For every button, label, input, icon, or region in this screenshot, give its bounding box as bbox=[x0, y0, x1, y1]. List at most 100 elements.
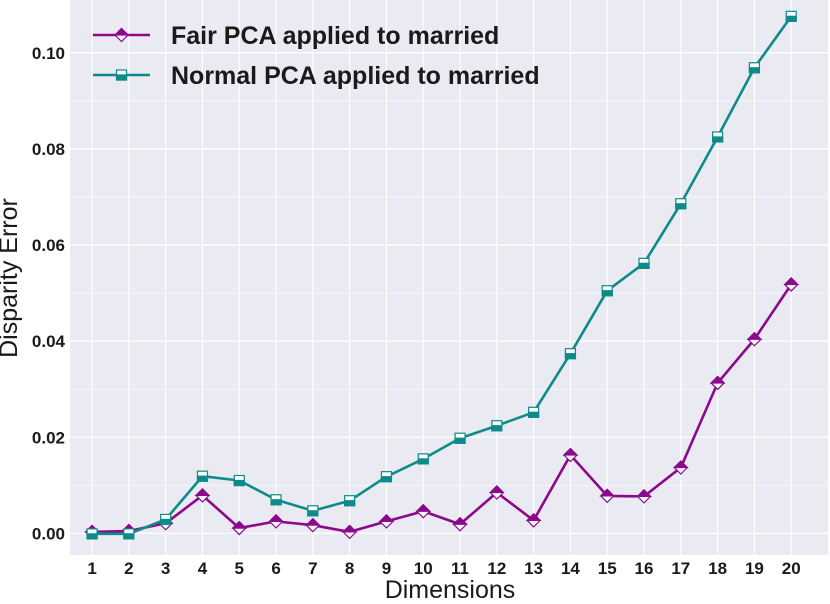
marker-fill bbox=[601, 290, 613, 297]
data-point bbox=[672, 460, 689, 475]
marker-fill bbox=[562, 447, 579, 456]
grid-lines bbox=[70, 0, 828, 555]
x-tick-label: 2 bbox=[124, 559, 133, 578]
series-layer bbox=[84, 10, 800, 540]
marker-fill bbox=[712, 136, 724, 143]
data-point bbox=[344, 495, 356, 507]
marker-fill bbox=[415, 503, 432, 512]
data-point bbox=[194, 488, 211, 503]
marker-fill bbox=[528, 411, 540, 418]
data-point bbox=[231, 520, 248, 536]
marker-fill bbox=[638, 262, 650, 269]
data-point bbox=[452, 516, 468, 532]
legend-label: Fair PCA applied to married bbox=[171, 22, 499, 50]
x-tick-label: 7 bbox=[308, 559, 317, 578]
marker-fill bbox=[123, 533, 135, 540]
y-tick-label: 0.08 bbox=[32, 140, 65, 159]
x-tick-label: 17 bbox=[671, 559, 690, 578]
y-tick-label: 0.00 bbox=[32, 524, 65, 543]
marker-fill bbox=[672, 460, 689, 469]
data-point bbox=[528, 406, 540, 418]
y-tick-label: 0.02 bbox=[32, 428, 65, 447]
data-point bbox=[380, 471, 393, 483]
plot-background bbox=[70, 0, 828, 555]
y-tick-label: 0.04 bbox=[32, 332, 66, 351]
x-tick-label: 16 bbox=[635, 559, 654, 578]
marker-fill bbox=[270, 499, 282, 506]
marker-fill bbox=[675, 203, 687, 210]
data-point bbox=[417, 453, 429, 465]
data-point bbox=[270, 494, 282, 506]
x-tick-label: 5 bbox=[235, 559, 244, 578]
marker-fill bbox=[160, 518, 172, 526]
marker-fill bbox=[417, 458, 429, 465]
marker-fill bbox=[748, 67, 761, 74]
x-tick-label: 4 bbox=[198, 559, 208, 578]
data-point bbox=[562, 447, 579, 463]
data-point bbox=[709, 375, 726, 391]
data-point bbox=[454, 432, 466, 444]
data-point bbox=[525, 513, 542, 528]
data-point bbox=[491, 420, 503, 432]
marker-fill bbox=[233, 479, 245, 487]
data-point bbox=[785, 10, 797, 22]
data-point bbox=[307, 505, 319, 517]
marker-fill bbox=[113, 27, 130, 36]
marker-fill bbox=[344, 500, 356, 507]
x-tick-label: 13 bbox=[524, 559, 543, 578]
x-tick-label: 19 bbox=[745, 559, 764, 578]
marker-fill bbox=[746, 331, 763, 340]
data-point bbox=[196, 470, 209, 482]
series-line bbox=[92, 15, 793, 536]
marker-fill bbox=[268, 514, 285, 522]
marker-fill bbox=[380, 476, 393, 483]
data-point bbox=[636, 489, 652, 504]
legend-marker bbox=[113, 27, 130, 43]
data-point bbox=[123, 528, 135, 540]
marker-fill bbox=[194, 488, 211, 497]
data-point bbox=[488, 485, 505, 500]
marker-fill bbox=[783, 277, 800, 286]
marker-fill bbox=[115, 74, 128, 81]
data-point bbox=[675, 198, 687, 210]
marker-fill bbox=[709, 375, 726, 384]
data-point bbox=[415, 503, 432, 519]
y-axis-label: Disparity Error bbox=[0, 198, 23, 358]
marker-fill bbox=[785, 15, 797, 22]
x-tick-labels: 1 2 3 4 5 6 7 8 9 10 11 12 13 14 15 16 17 18 19 20 bbox=[87, 559, 800, 578]
marker-fill bbox=[452, 516, 468, 525]
data-point bbox=[599, 488, 616, 504]
y-tick-labels: 0.00 0.02 0.04 0.06 0.08 0.10 bbox=[32, 44, 66, 544]
x-tick-label: 18 bbox=[708, 559, 727, 578]
marker-fill bbox=[341, 524, 358, 533]
marker-fill bbox=[307, 510, 319, 517]
x-tick-label: 3 bbox=[161, 559, 170, 578]
x-tick-label: 1 bbox=[87, 559, 96, 578]
x-tick-label: 10 bbox=[414, 559, 433, 578]
x-tick-label: 8 bbox=[345, 559, 354, 578]
data-point bbox=[86, 528, 98, 540]
data-point bbox=[564, 348, 577, 360]
x-tick-label: 12 bbox=[487, 559, 506, 578]
data-point bbox=[233, 474, 245, 487]
data-point bbox=[268, 514, 285, 529]
data-point bbox=[746, 331, 763, 347]
marker-fill bbox=[454, 437, 466, 444]
legend-marker bbox=[115, 69, 128, 81]
marker-fill bbox=[599, 488, 616, 497]
x-tick-label: 11 bbox=[451, 559, 469, 578]
marker-fill bbox=[378, 514, 395, 522]
data-point bbox=[638, 257, 650, 269]
marker-fill bbox=[196, 475, 209, 482]
data-point bbox=[712, 131, 724, 143]
legend: Fair PCA applied to married Normal PCA ap… bbox=[93, 22, 540, 90]
legend-label: Normal PCA applied to married bbox=[171, 62, 540, 90]
series-2 bbox=[86, 10, 797, 540]
series-line bbox=[92, 283, 793, 534]
marker-fill bbox=[488, 485, 505, 494]
marker-fill bbox=[86, 533, 98, 540]
data-point bbox=[160, 513, 172, 526]
marker-fill bbox=[564, 353, 577, 360]
data-point bbox=[748, 62, 761, 74]
